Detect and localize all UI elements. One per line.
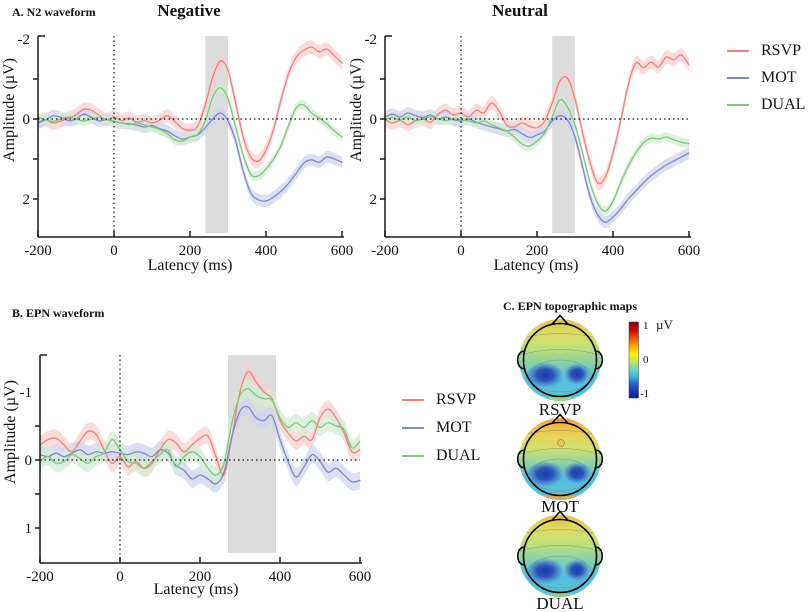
colorbar-unit-label: µV <box>656 317 673 332</box>
x-tick-label: -200 <box>371 243 399 259</box>
left-ear-icon <box>516 546 525 566</box>
epn-y-axis-label: Amplitude (µV) <box>2 380 19 484</box>
legend-item-mot: MOT <box>727 69 805 87</box>
rsvp-legend-line <box>727 50 749 52</box>
legend-item-rsvp: RSVP <box>727 42 805 60</box>
x-tick-label: 600 <box>331 243 354 259</box>
nose-icon <box>551 314 569 325</box>
neutral-x-axis-label: Latency (ms) <box>493 257 579 274</box>
x-tick-label: 400 <box>602 243 625 259</box>
neutral-y-axis-label: Amplitude (µV) <box>348 58 365 162</box>
colorbar-zero-label: 0 <box>643 354 649 366</box>
nose-icon <box>551 510 569 521</box>
x-tick-label: 0 <box>110 243 118 259</box>
panel-a-negative-plot: -2 0 2 -200 0 200 400 600 <box>18 32 354 259</box>
rsvp-legend-line <box>402 399 424 401</box>
epn-x-axis-label: Latency (ms) <box>153 581 239 598</box>
tick-labels: -2 0 2 -200 0 200 400 600 <box>18 32 354 259</box>
mot-legend-line <box>402 427 424 429</box>
negative-y-axis-label: Amplitude (µV) <box>1 58 18 162</box>
x-tick-label: 200 <box>179 243 202 259</box>
x-tick-label: 400 <box>255 243 278 259</box>
topomap-dual <box>516 510 604 597</box>
left-ear-icon <box>516 350 525 370</box>
panel-a-neutral-plot: -2 0 2 -200 0 200 400 600 <box>365 32 701 259</box>
topomap-label-mot: MOT <box>541 497 579 516</box>
rsvp-sem-band <box>38 40 342 169</box>
nose-icon <box>551 413 569 424</box>
head-outline <box>522 322 598 398</box>
rsvp-waveform <box>37 46 343 163</box>
x-tick-label: 400 <box>269 569 292 585</box>
y-tick-label: 0 <box>25 453 33 469</box>
x-tick-label: 600 <box>349 569 372 585</box>
colorbar-min-label: -1 <box>640 388 650 400</box>
panel-c-label: C. EPN topographic maps <box>503 299 638 313</box>
axes <box>35 354 362 564</box>
x-tick-label: 0 <box>116 569 124 585</box>
negative-condition-title: Negative <box>157 1 221 20</box>
dual-sem-band <box>385 94 689 216</box>
right-ear-icon <box>595 350 604 370</box>
negative-x-axis-label: Latency (ms) <box>147 257 233 274</box>
y-tick-label: 0 <box>370 112 378 128</box>
legend-label: MOT <box>436 419 472 436</box>
neutral-condition-title: Neutral <box>492 1 548 20</box>
y-tick-label: 0 <box>23 112 31 128</box>
x-tick-label: 200 <box>189 569 212 585</box>
tick-labels: -1 0 1 -200 0 200 400 600 <box>20 385 372 585</box>
axes <box>33 35 344 238</box>
x-tick-label: -200 <box>24 243 52 259</box>
legend-label: DUAL <box>761 96 806 113</box>
legend-item-mot: MOT <box>402 419 480 437</box>
right-ear-icon <box>595 449 604 469</box>
panel-b-label: B. EPN waveform <box>12 306 105 320</box>
topomap-label-rsvp: RSVP <box>538 400 582 419</box>
left-ear-icon <box>516 449 525 469</box>
colorbar <box>628 321 639 399</box>
panel-b-epn-plot: -1 0 1 -200 0 200 400 600 <box>20 354 372 585</box>
significance-shade <box>552 36 575 233</box>
legend-label: MOT <box>761 69 797 86</box>
topomap-rsvp <box>516 314 604 401</box>
legend-label: DUAL <box>436 447 481 464</box>
dual-legend-line <box>402 455 424 457</box>
legend-item-dual: DUAL <box>727 96 805 114</box>
right-ear-icon <box>595 546 604 566</box>
head-outline <box>522 518 598 594</box>
legend-item-dual: DUAL <box>402 447 480 465</box>
y-tick-label: 1 <box>25 521 33 537</box>
topomap-label-dual: DUAL <box>536 594 584 612</box>
dual-waveform <box>39 387 361 476</box>
x-tick-label: 0 <box>457 243 465 259</box>
mot-legend-line <box>727 77 749 79</box>
panel-a-label: A. N2 waveform <box>12 5 96 19</box>
legend-panel-a: RSVP MOT DUAL <box>727 42 805 123</box>
y-tick-label: 2 <box>23 192 31 208</box>
colorbar-max-label: 1 <box>643 320 649 332</box>
dual-legend-line <box>727 104 749 106</box>
legend-label: RSVP <box>436 391 477 408</box>
rsvp-waveform <box>39 370 361 477</box>
x-tick-label: 200 <box>526 243 549 259</box>
legend-panel-b: RSVP MOT DUAL <box>402 391 480 475</box>
legend-label: RSVP <box>761 42 802 59</box>
mot-waveform <box>39 405 361 485</box>
head-outline <box>522 421 598 497</box>
y-tick-label: 2 <box>370 192 378 208</box>
x-tick-label: 600 <box>678 243 701 259</box>
y-tick-label: -2 <box>18 32 31 48</box>
legend-item-rsvp: RSVP <box>402 391 480 409</box>
tick-labels: -2 0 2 -200 0 200 400 600 <box>365 32 701 259</box>
dual-waveform <box>384 98 690 212</box>
y-tick-label: -2 <box>365 32 378 48</box>
dual-sem-band <box>38 82 342 182</box>
y-tick-label: -1 <box>20 385 33 401</box>
dual-sem-band <box>40 379 360 484</box>
axes <box>380 35 691 238</box>
rsvp-waveform <box>384 54 690 185</box>
x-tick-label: -200 <box>26 569 54 585</box>
